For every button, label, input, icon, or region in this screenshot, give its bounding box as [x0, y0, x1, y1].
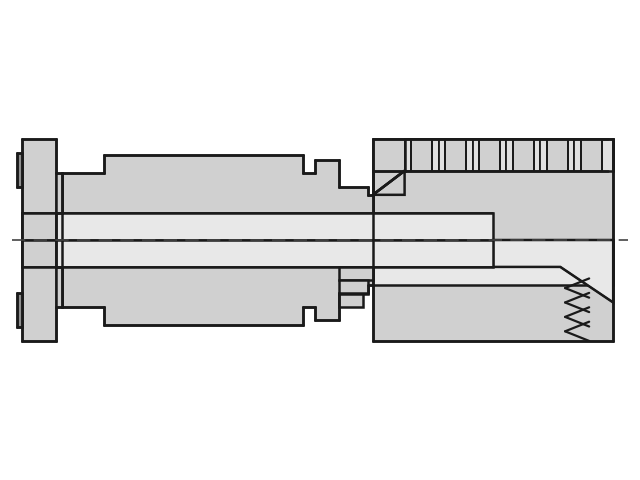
Polygon shape: [56, 240, 62, 267]
Polygon shape: [412, 139, 432, 171]
Polygon shape: [472, 139, 479, 171]
Polygon shape: [493, 240, 613, 302]
Polygon shape: [373, 139, 613, 240]
Polygon shape: [445, 139, 466, 171]
Polygon shape: [339, 294, 364, 307]
Polygon shape: [373, 240, 613, 341]
Polygon shape: [17, 154, 22, 187]
Polygon shape: [479, 139, 500, 171]
Polygon shape: [432, 139, 438, 171]
Polygon shape: [62, 240, 373, 324]
Polygon shape: [500, 139, 506, 171]
Polygon shape: [339, 267, 373, 280]
Polygon shape: [581, 139, 602, 171]
Polygon shape: [22, 213, 493, 240]
Polygon shape: [404, 139, 412, 171]
Polygon shape: [339, 280, 368, 294]
Polygon shape: [373, 139, 404, 171]
Polygon shape: [568, 139, 575, 171]
Polygon shape: [56, 173, 62, 213]
Polygon shape: [373, 240, 613, 285]
Polygon shape: [534, 139, 540, 171]
Polygon shape: [62, 156, 373, 240]
Polygon shape: [404, 139, 613, 171]
Polygon shape: [22, 240, 56, 341]
Polygon shape: [466, 139, 472, 171]
Polygon shape: [56, 267, 62, 307]
Polygon shape: [540, 139, 547, 171]
Polygon shape: [373, 171, 404, 195]
Polygon shape: [22, 139, 56, 240]
Polygon shape: [56, 213, 62, 240]
Polygon shape: [513, 139, 534, 171]
Polygon shape: [22, 240, 493, 267]
Polygon shape: [547, 139, 568, 171]
Polygon shape: [438, 139, 445, 171]
Polygon shape: [506, 139, 513, 171]
Polygon shape: [575, 139, 581, 171]
Polygon shape: [17, 293, 22, 326]
